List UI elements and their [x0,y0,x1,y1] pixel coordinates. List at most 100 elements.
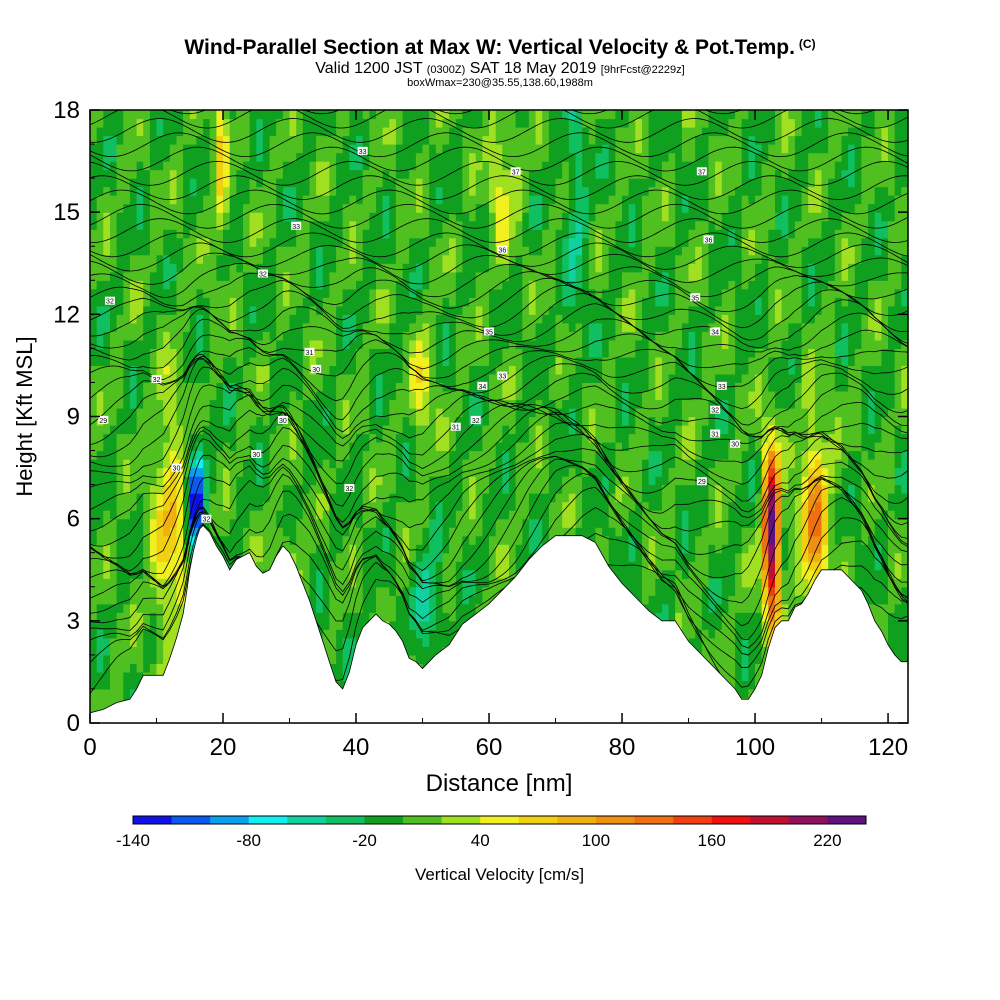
w-cell [176,169,184,179]
w-cell [402,408,410,418]
w-cell [342,203,350,213]
w-cell [322,339,331,349]
w-cell [356,110,364,120]
w-cell [382,586,390,596]
w-cell [229,382,237,392]
w-cell [376,305,384,315]
w-cell [289,186,297,196]
w-cell [163,493,171,503]
w-cell [189,339,198,349]
w-cell [542,237,550,247]
w-cell [256,416,264,426]
w-cell [362,595,370,605]
w-cell [90,135,98,145]
w-cell [542,339,550,349]
w-cell [356,569,364,579]
w-cell [522,348,530,358]
w-cell [442,391,450,401]
w-cell [528,527,537,537]
w-cell [435,339,444,349]
w-cell [395,493,404,503]
w-cell [389,127,397,137]
w-cell [289,348,297,358]
w-cell [163,595,171,605]
w-cell [282,271,291,281]
w-cell [535,450,543,460]
w-cell [123,169,131,179]
w-cell [422,493,430,503]
w-cell [356,203,364,213]
w-cell [163,535,171,545]
w-cell [462,569,470,579]
w-cell [429,501,437,511]
w-cell [189,271,198,281]
w-cell [276,442,284,452]
w-cell [236,169,244,179]
w-cell [502,484,510,494]
w-cell [269,246,277,256]
w-cell [196,339,204,349]
w-cell [515,382,523,392]
w-cell [223,331,231,341]
w-cell [169,322,178,332]
w-cell [349,212,357,222]
w-cell [395,339,404,349]
w-cell [429,416,437,426]
w-cell [356,263,364,273]
w-cell [322,161,331,171]
w-cell [90,271,98,281]
w-cell [482,161,490,171]
w-cell [515,527,523,537]
w-cell [276,348,284,358]
w-cell [169,263,178,273]
w-cell [349,322,357,332]
w-cell [163,459,171,469]
w-cell [169,612,178,622]
w-cell [422,382,430,392]
w-cell [129,671,138,681]
w-cell [442,629,450,639]
w-cell [349,510,357,520]
w-cell [409,646,417,656]
w-cell [189,195,198,205]
w-cell [449,433,457,443]
w-cell [262,246,271,256]
w-cell [442,373,450,383]
w-cell [522,280,530,290]
w-cell [449,220,457,230]
w-cell [469,527,477,537]
w-cell [329,246,337,256]
w-cell [336,373,344,383]
w-cell [123,620,131,630]
w-cell [243,450,251,460]
w-cell [409,544,417,554]
w-cell [103,356,111,366]
w-cell [495,178,503,188]
w-cell [309,110,317,120]
w-cell [462,365,470,375]
w-cell [349,382,357,392]
w-cell [249,544,257,554]
w-cell [209,144,217,154]
w-cell [149,612,158,622]
w-cell [282,467,291,477]
w-cell [276,305,284,315]
w-cell [342,144,350,154]
w-cell [309,186,317,196]
w-cell [415,552,424,562]
w-cell [116,578,124,588]
w-cell [342,186,350,196]
w-cell [276,297,284,307]
w-cell [116,373,124,383]
w-cell [449,127,457,137]
w-cell [243,339,251,349]
w-cell [116,237,124,247]
w-cell [422,178,430,188]
w-cell [90,663,98,673]
w-cell [316,578,324,588]
w-cell [482,339,490,349]
w-cell [395,280,404,290]
w-cell [243,178,251,188]
w-cell [169,569,178,579]
w-cell [90,399,98,409]
